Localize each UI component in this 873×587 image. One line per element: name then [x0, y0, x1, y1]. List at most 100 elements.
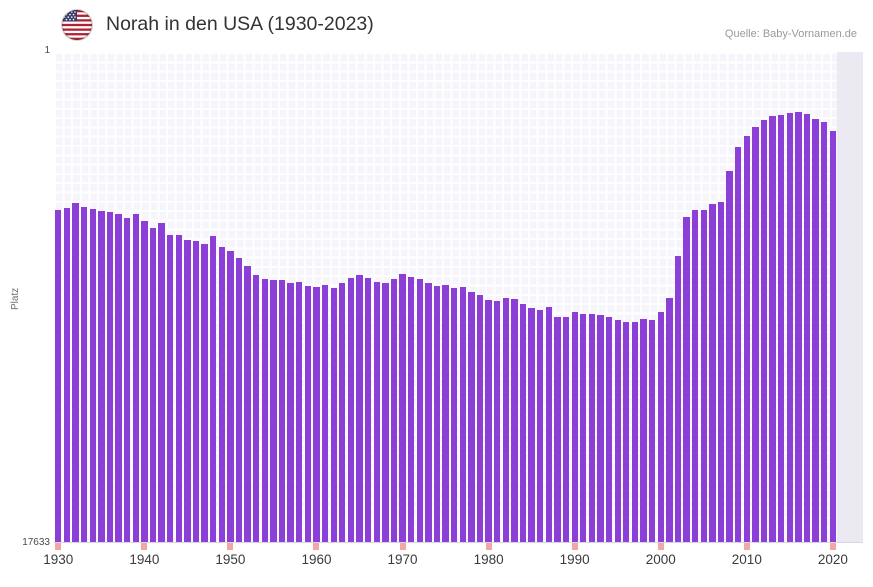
bar: [55, 209, 62, 543]
bar: [261, 279, 269, 543]
bar: [433, 285, 441, 543]
bar: [743, 136, 750, 543]
bar: [795, 112, 802, 543]
plot-area: [54, 52, 863, 543]
bar: [270, 279, 277, 543]
bar: [451, 288, 458, 543]
bar: [709, 204, 716, 543]
bar: [580, 314, 587, 543]
bar: [382, 283, 389, 543]
bar: [235, 257, 243, 543]
bar: [769, 116, 776, 543]
x-axis-tick-label: 1970: [387, 552, 418, 567]
bar: [321, 284, 329, 543]
x-axis-tick-mark: [141, 543, 148, 550]
x-axis-baseline: [54, 542, 863, 543]
bar: [648, 319, 656, 543]
bar: [571, 311, 578, 543]
bar: [80, 207, 88, 543]
bar: [554, 317, 561, 543]
bar: [390, 278, 398, 543]
bar: [89, 209, 96, 543]
x-axis-tick-label: 1930: [43, 552, 74, 567]
bar: [476, 294, 484, 543]
bar: [210, 236, 217, 543]
x-axis-tick-mark: [743, 543, 750, 550]
bar: [468, 292, 475, 543]
bar: [683, 217, 690, 543]
bar: [278, 280, 286, 543]
bar: [201, 244, 208, 543]
bar: [752, 126, 759, 543]
bar: [726, 170, 733, 543]
bar: [106, 211, 114, 543]
bar: [700, 210, 707, 543]
x-axis-tick-mark: [227, 543, 234, 550]
bar: [597, 315, 604, 543]
x-axis-tick-label: 2020: [817, 552, 848, 567]
bar: [562, 316, 570, 543]
bar: [494, 300, 501, 543]
bar: [407, 276, 415, 543]
x-axis-tick-label: 1980: [473, 552, 504, 567]
bar: [218, 246, 225, 543]
bar: [123, 217, 131, 543]
x-axis-tick-label: 1960: [301, 552, 332, 567]
bar: [416, 279, 423, 543]
bar: [304, 286, 312, 543]
bar: [192, 241, 200, 543]
bar: [735, 146, 742, 543]
bar: [442, 285, 449, 543]
bar: [296, 282, 303, 543]
bar: [717, 202, 725, 543]
bar: [588, 313, 596, 543]
bar: [829, 130, 837, 543]
bar: [141, 221, 148, 543]
bar: [614, 319, 621, 543]
bar: [356, 274, 363, 543]
bar: [803, 114, 811, 543]
bar: [485, 299, 492, 543]
bar: [132, 214, 139, 543]
bar: [511, 299, 518, 543]
bar: [373, 281, 380, 543]
x-axis-tick-mark: [485, 543, 492, 550]
bar: [115, 213, 122, 543]
bar: [339, 283, 346, 543]
bar: [691, 209, 699, 543]
bar: [158, 222, 165, 543]
usa-flag-icon: [62, 10, 92, 40]
bar: [63, 208, 71, 543]
bar: [313, 287, 320, 543]
bar: [287, 282, 294, 543]
bar: [537, 309, 544, 543]
bar: [778, 114, 785, 543]
bar: [149, 228, 157, 543]
y-axis-tick-bottom: 17633: [22, 537, 50, 548]
chart-header: Norah in den USA (1930-2023) Quelle: Bab…: [0, 0, 873, 46]
bar: [760, 119, 768, 543]
bar: [167, 234, 174, 543]
bar: [425, 282, 432, 543]
bar: [605, 316, 613, 543]
bar: [253, 275, 260, 543]
bar: [631, 322, 639, 543]
x-axis-tick-mark: [55, 543, 62, 550]
x-axis-tick-mark: [571, 543, 578, 550]
bar: [184, 239, 191, 543]
bar: [399, 274, 406, 543]
bar: [227, 251, 234, 543]
y-axis-label: Platz: [10, 287, 21, 310]
x-axis-tick-mark: [399, 543, 406, 550]
no-data-band: [837, 52, 863, 543]
bar: [330, 287, 337, 543]
source-note: Quelle: Baby-Vornamen.de: [724, 28, 857, 40]
bar: [459, 287, 466, 543]
x-axis-tick-mark: [829, 543, 836, 550]
bar: [98, 210, 105, 543]
bar: [821, 122, 828, 543]
bar: [502, 297, 509, 543]
bar: [623, 321, 630, 543]
bar: [72, 202, 79, 543]
